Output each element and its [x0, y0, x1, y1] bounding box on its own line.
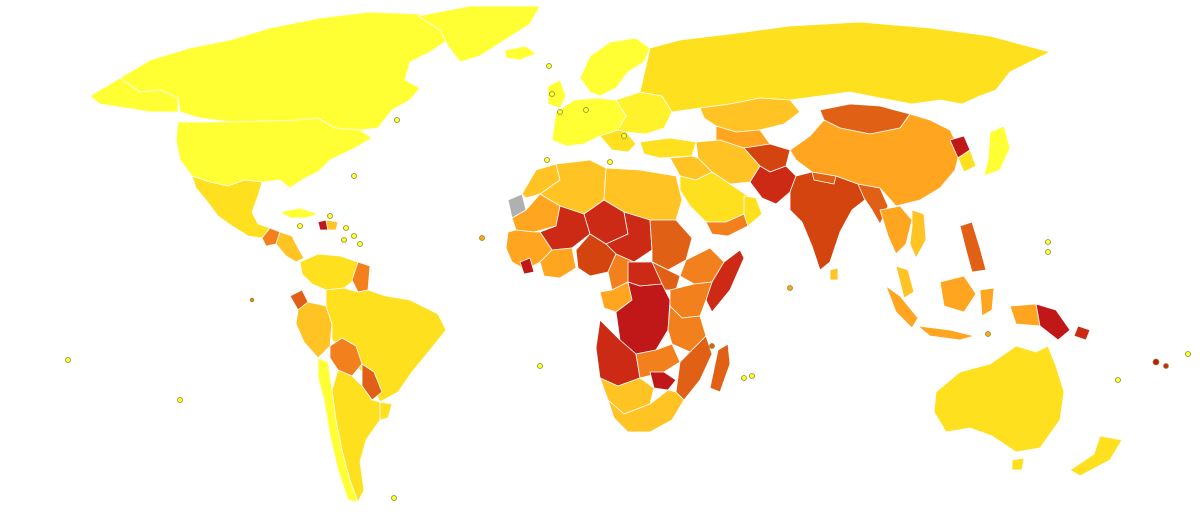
island-markers: [65, 63, 1191, 501]
country-italy-balkans: [599, 129, 637, 153]
country-vietnam: [909, 209, 927, 259]
island-dot: [557, 109, 563, 115]
country-borneo: [939, 275, 977, 313]
country-kazakhstan: [699, 97, 801, 133]
country-bolivia: [329, 337, 363, 377]
island-dot: [537, 363, 543, 369]
country-new-zealand: [1069, 435, 1123, 477]
island-dot: [741, 375, 747, 381]
country-ivory-coast-ghana: [539, 247, 577, 279]
island-dot: [1045, 239, 1051, 245]
country-canada: [119, 11, 456, 131]
country-greenland: [417, 5, 541, 63]
country-iceland: [504, 45, 537, 61]
country-mozambique: [675, 335, 713, 401]
island-dot: [607, 159, 613, 165]
country-tasmania: [1011, 457, 1025, 471]
country-oman: [743, 195, 763, 227]
country-uk-ireland: [547, 79, 567, 109]
country-solomon-islands: [1073, 325, 1091, 341]
island-dot: [1185, 351, 1191, 357]
country-uruguay: [379, 401, 393, 421]
island-dot: [546, 63, 552, 69]
country-south-africa: [607, 389, 685, 433]
island-dot: [297, 223, 303, 229]
country-thailand-laos: [879, 205, 913, 255]
island-dot: [549, 91, 555, 97]
island-dot: [621, 133, 627, 139]
island-dot: [749, 373, 755, 379]
island-dot: [479, 235, 485, 241]
island-dot: [391, 495, 397, 501]
country-philippines: [959, 221, 987, 273]
island-dot: [1045, 249, 1051, 255]
island-dot: [787, 285, 793, 291]
country-sri-lanka: [829, 267, 839, 281]
country-sudan: [649, 219, 693, 271]
country-cuba: [279, 207, 319, 219]
island-dot: [65, 357, 71, 363]
island-dot: [351, 233, 357, 239]
island-dot: [343, 225, 349, 231]
island-dot: [177, 397, 183, 403]
country-mexico: [191, 175, 271, 239]
country-argentina: [331, 369, 381, 503]
country-sulawesi: [979, 287, 995, 317]
country-paraguay: [361, 363, 383, 401]
country-alaska: [89, 77, 179, 113]
island-dot: [985, 331, 991, 337]
island-dot: [249, 297, 255, 303]
island-dot: [1115, 377, 1121, 383]
island-dot: [709, 343, 715, 349]
island-dot: [583, 107, 589, 113]
country-scandinavia: [579, 37, 651, 97]
island-dot: [394, 117, 400, 123]
country-south-korea: [957, 149, 977, 173]
country-japan: [983, 125, 1011, 177]
island-dot: [357, 241, 363, 247]
country-sierra-leone: [519, 257, 535, 275]
country-turkey: [639, 137, 697, 159]
island-dot: [1163, 363, 1169, 369]
country-china: [789, 113, 961, 207]
country-papua-new-guinea: [1035, 303, 1071, 341]
island-dot: [341, 237, 347, 243]
island-dot: [327, 213, 333, 219]
country-australia: [933, 345, 1065, 453]
island-dot: [1152, 358, 1160, 366]
island-dot: [351, 173, 357, 179]
country-java: [917, 325, 975, 341]
country-central-america: [275, 231, 305, 263]
country-zimbabwe: [649, 371, 677, 391]
country-brazil: [325, 287, 447, 403]
country-sumatra: [885, 285, 919, 329]
country-malaysia: [895, 265, 915, 299]
country-dominican-republic: [325, 219, 339, 231]
country-colombia-venezuela: [299, 253, 361, 291]
island-dot: [544, 157, 550, 163]
country-madagascar: [709, 343, 731, 393]
